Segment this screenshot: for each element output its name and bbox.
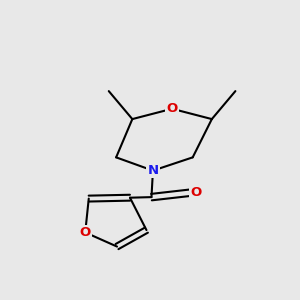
Text: N: N: [147, 164, 158, 177]
Text: O: O: [167, 102, 178, 115]
Text: O: O: [190, 186, 201, 199]
Text: O: O: [80, 226, 91, 239]
